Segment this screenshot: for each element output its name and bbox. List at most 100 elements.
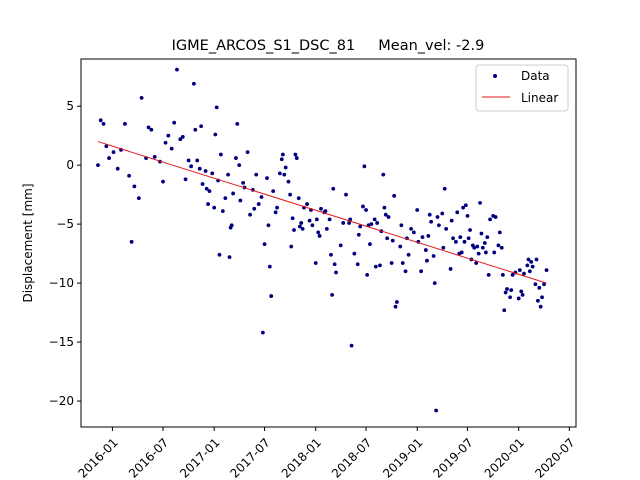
data-point bbox=[210, 171, 215, 176]
data-point bbox=[223, 196, 228, 201]
data-point bbox=[269, 294, 274, 298]
data-point bbox=[448, 267, 453, 271]
data-point bbox=[330, 293, 335, 297]
data-point bbox=[393, 304, 398, 309]
data-point bbox=[419, 269, 423, 274]
data-point bbox=[372, 217, 377, 222]
data-point bbox=[275, 205, 279, 210]
data-point bbox=[385, 236, 390, 241]
data-point bbox=[237, 163, 242, 168]
data-point bbox=[496, 243, 501, 248]
data-point bbox=[510, 272, 515, 277]
x-tick-label: 2016-01 bbox=[75, 435, 120, 480]
legend-data-marker bbox=[493, 74, 497, 78]
data-point bbox=[440, 211, 445, 216]
data-point bbox=[279, 157, 284, 162]
data-point bbox=[474, 261, 479, 265]
data-point bbox=[427, 212, 432, 217]
data-point bbox=[437, 223, 441, 228]
data-point bbox=[96, 163, 100, 168]
data-point bbox=[234, 156, 238, 160]
data-point bbox=[378, 263, 382, 268]
data-point bbox=[502, 308, 507, 313]
plot-area bbox=[80, 58, 577, 428]
data-point bbox=[484, 250, 488, 255]
data-point bbox=[136, 196, 141, 201]
data-point bbox=[229, 223, 234, 228]
data-point bbox=[358, 224, 363, 229]
linear-fit-line bbox=[97, 141, 547, 284]
data-point bbox=[542, 282, 546, 287]
data-point bbox=[344, 192, 348, 197]
data-point bbox=[403, 269, 408, 274]
legend-box bbox=[475, 64, 569, 112]
data-point bbox=[458, 235, 463, 240]
data-point bbox=[132, 184, 137, 189]
data-point bbox=[435, 215, 440, 219]
data-point bbox=[212, 205, 217, 210]
data-point bbox=[373, 264, 378, 269]
data-point bbox=[319, 206, 323, 211]
data-point bbox=[519, 289, 524, 294]
data-point bbox=[166, 133, 171, 138]
data-point bbox=[195, 158, 200, 163]
data-point bbox=[305, 202, 309, 206]
data-point bbox=[517, 268, 522, 273]
data-point bbox=[277, 171, 282, 176]
y-tick-label: 0 bbox=[66, 158, 74, 172]
data-point bbox=[273, 210, 278, 215]
data-point bbox=[310, 223, 315, 228]
data-point bbox=[227, 255, 232, 260]
data-point bbox=[509, 288, 514, 293]
data-point bbox=[186, 158, 191, 163]
data-point bbox=[199, 124, 204, 129]
data-point bbox=[500, 272, 505, 277]
data-point bbox=[314, 217, 319, 222]
data-point bbox=[207, 189, 212, 194]
data-point bbox=[163, 140, 168, 145]
data-point bbox=[472, 245, 477, 250]
data-point bbox=[220, 209, 225, 214]
data-point bbox=[476, 251, 481, 256]
data-point bbox=[466, 236, 471, 241]
data-point bbox=[307, 218, 312, 223]
data-point bbox=[296, 196, 301, 201]
data-point bbox=[329, 252, 333, 257]
data-point bbox=[192, 81, 196, 86]
data-point bbox=[520, 293, 525, 297]
data-point bbox=[324, 226, 329, 231]
data-point bbox=[375, 221, 380, 225]
data-point bbox=[441, 245, 446, 250]
x-tick-label: 2020-07 bbox=[532, 435, 577, 480]
data-point bbox=[362, 164, 367, 169]
data-point bbox=[266, 223, 271, 228]
data-point bbox=[152, 155, 157, 159]
x-tick-label: 2017-01 bbox=[177, 435, 222, 480]
data-point bbox=[286, 179, 291, 184]
data-point bbox=[530, 264, 535, 269]
data-point bbox=[289, 244, 294, 249]
data-point bbox=[381, 172, 386, 177]
data-point bbox=[488, 217, 492, 222]
data-point bbox=[423, 248, 428, 252]
data-point bbox=[503, 290, 508, 295]
data-point bbox=[505, 287, 509, 291]
data-point bbox=[299, 221, 304, 225]
data-point bbox=[226, 172, 231, 177]
data-point bbox=[197, 166, 202, 171]
data-point bbox=[338, 243, 343, 248]
data-point bbox=[540, 295, 544, 300]
data-point bbox=[129, 239, 134, 244]
data-point bbox=[463, 203, 468, 208]
data-point bbox=[217, 252, 222, 257]
data-point bbox=[444, 226, 449, 231]
x-tick-label: 2020-01 bbox=[482, 435, 527, 480]
data-point bbox=[361, 204, 365, 209]
chart-title: IGME_ARCOS_S1_DSC_81 Mean_vel: -2.9 bbox=[172, 38, 485, 54]
data-point bbox=[169, 146, 174, 151]
data-point bbox=[213, 132, 218, 137]
y-tick-label: −5 bbox=[56, 217, 74, 231]
data-point bbox=[294, 156, 299, 160]
data-point bbox=[235, 121, 240, 126]
